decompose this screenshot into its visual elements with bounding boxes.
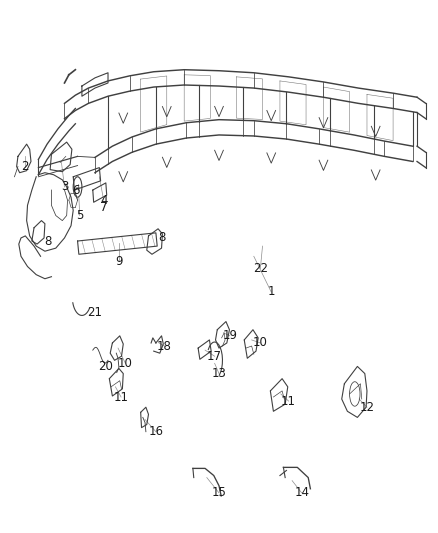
Text: 22: 22 [253,262,268,275]
Text: 11: 11 [281,394,296,408]
Text: 19: 19 [223,329,237,342]
Text: 9: 9 [115,255,123,268]
Text: 12: 12 [360,401,374,414]
Text: 6: 6 [72,183,79,197]
Text: 5: 5 [76,209,83,222]
Text: 13: 13 [212,367,226,380]
Text: 1: 1 [268,286,275,298]
Text: 20: 20 [99,360,113,373]
Text: 7: 7 [100,201,107,214]
Text: 11: 11 [113,391,129,403]
Text: 10: 10 [118,357,133,370]
Text: 21: 21 [88,306,102,319]
Text: 10: 10 [253,336,268,350]
Text: 2: 2 [21,160,29,173]
Text: 3: 3 [61,181,68,193]
Text: 14: 14 [294,487,309,499]
Text: 18: 18 [157,340,172,352]
Text: 17: 17 [207,350,222,363]
Text: 8: 8 [45,235,52,247]
Text: 4: 4 [100,193,107,207]
Text: 15: 15 [212,487,226,499]
Text: 8: 8 [159,231,166,245]
Text: 16: 16 [148,425,163,438]
